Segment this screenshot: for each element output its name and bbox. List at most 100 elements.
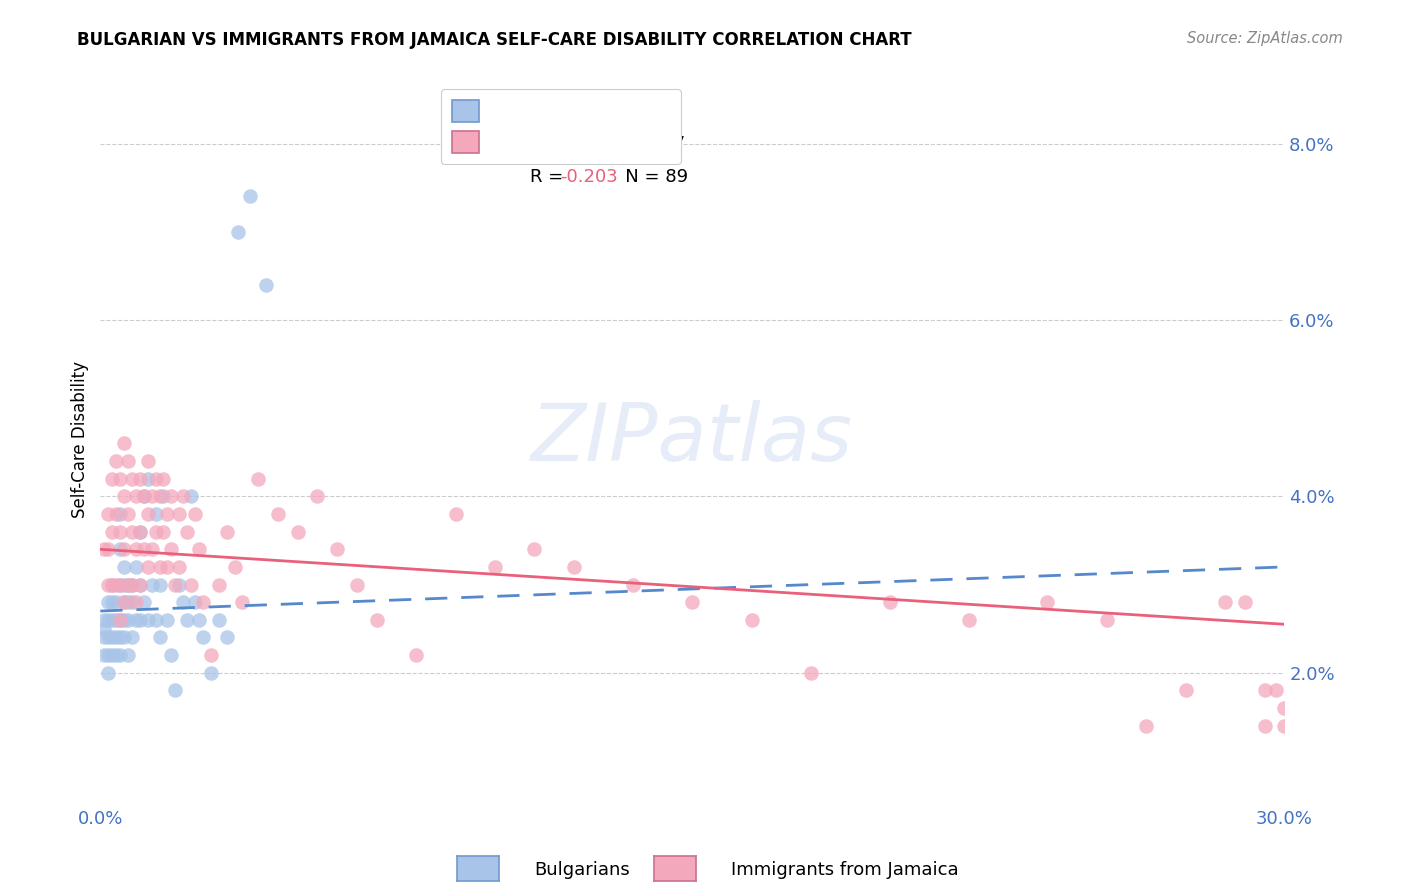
Point: [105, 613, 128, 627]
Point: [128, 472, 150, 486]
Point: [231, 595, 253, 609]
Point: [165, 577, 187, 591]
Point: [145, 507, 167, 521]
Point: [800, 665, 823, 680]
Point: [267, 507, 290, 521]
Point: [108, 542, 131, 557]
Point: [191, 631, 214, 645]
Point: [112, 595, 135, 609]
Point: [93, 542, 115, 557]
Point: [405, 648, 427, 662]
Point: [117, 454, 139, 468]
Point: [1213, 595, 1236, 609]
Point: [156, 507, 179, 521]
Point: [1272, 719, 1295, 733]
Point: [172, 489, 194, 503]
Point: [228, 225, 250, 239]
Point: [121, 472, 143, 486]
Point: [1253, 683, 1275, 698]
Point: [108, 631, 131, 645]
Point: [125, 595, 148, 609]
Point: [117, 577, 139, 591]
Point: [121, 524, 143, 539]
Point: [132, 542, 155, 557]
Point: [1233, 595, 1256, 609]
Point: [152, 489, 174, 503]
Point: [93, 631, 115, 645]
Point: [101, 577, 124, 591]
Point: [326, 542, 349, 557]
Text: ZIPatlas: ZIPatlas: [531, 400, 853, 478]
Point: [101, 648, 124, 662]
Point: [141, 577, 163, 591]
Point: [93, 648, 115, 662]
Point: [93, 613, 115, 627]
Text: 0.041: 0.041: [560, 135, 617, 153]
Point: [156, 560, 179, 574]
Point: [136, 613, 159, 627]
Point: [136, 507, 159, 521]
Point: [346, 577, 368, 591]
Point: [132, 595, 155, 609]
Point: [136, 560, 159, 574]
Point: [254, 277, 277, 292]
Point: [1272, 701, 1295, 715]
Point: [184, 595, 207, 609]
Point: [184, 507, 207, 521]
Point: [108, 577, 131, 591]
Point: [128, 524, 150, 539]
Point: [101, 472, 124, 486]
Text: -0.203: -0.203: [560, 168, 617, 186]
Point: [165, 683, 187, 698]
Point: [1095, 613, 1118, 627]
Point: [287, 524, 309, 539]
Point: [112, 560, 135, 574]
Point: [105, 595, 128, 609]
Point: [101, 595, 124, 609]
Point: [1135, 719, 1157, 733]
Point: [136, 454, 159, 468]
Legend: R =  0.041   N = 67, R = -0.203   N = 89: R = 0.041 N = 67, R = -0.203 N = 89: [441, 89, 681, 164]
Point: [562, 560, 585, 574]
Point: [224, 560, 246, 574]
Point: [215, 631, 238, 645]
Point: [97, 665, 120, 680]
Point: [128, 524, 150, 539]
Point: [117, 648, 139, 662]
Point: [957, 613, 980, 627]
Point: [101, 524, 124, 539]
Point: [112, 577, 135, 591]
Point: [132, 489, 155, 503]
Point: [307, 489, 329, 503]
Text: N = 89: N = 89: [607, 168, 688, 186]
Point: [160, 542, 183, 557]
Point: [191, 595, 214, 609]
Point: [148, 560, 170, 574]
Point: [112, 631, 135, 645]
Point: [105, 507, 128, 521]
Point: [108, 524, 131, 539]
Point: [152, 524, 174, 539]
Point: [108, 648, 131, 662]
Point: [200, 665, 222, 680]
Point: [97, 648, 120, 662]
Point: [117, 507, 139, 521]
Point: [93, 622, 115, 636]
Point: [879, 595, 901, 609]
Point: [180, 489, 202, 503]
Point: [156, 613, 179, 627]
Point: [169, 560, 191, 574]
Text: Source: ZipAtlas.com: Source: ZipAtlas.com: [1187, 31, 1343, 46]
Point: [741, 613, 763, 627]
Point: [121, 577, 143, 591]
Point: [105, 454, 128, 468]
Point: [97, 507, 120, 521]
Point: [128, 577, 150, 591]
Point: [105, 648, 128, 662]
Point: [208, 613, 231, 627]
Point: [121, 577, 143, 591]
Point: [125, 613, 148, 627]
Point: [172, 595, 194, 609]
Point: [208, 577, 231, 591]
Point: [97, 577, 120, 591]
